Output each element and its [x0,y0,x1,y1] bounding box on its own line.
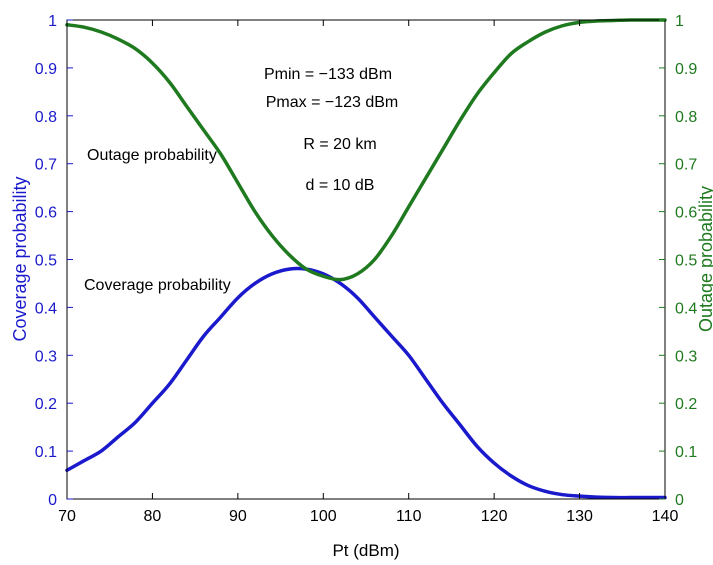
outage-curve-label: Outage probability [87,147,217,164]
x-tick-label: 90 [229,508,247,525]
left-tick-label: 0.5 [35,253,57,270]
right-tick-label: 0.5 [675,253,697,270]
left-tick-label: 0.9 [35,61,57,78]
left-tick-label: 0.8 [35,109,57,126]
annotation-pmax: Pmax = −123 dBm [266,94,399,111]
right-tick-label: 0.8 [675,109,697,126]
annotation-radius: R = 20 km [303,136,376,153]
left-tick-label: 1 [48,13,57,30]
x-tick-label: 140 [652,508,679,525]
right-tick-label: 0 [675,492,684,509]
right-axis-label: Outage probability [696,186,713,332]
right-axis-ticks: 0 0.1 0.2 0.3 0.4 0.5 0.6 0.7 0.8 0.9 1 [659,13,697,509]
x-tick-label: 130 [566,508,593,525]
x-tick-label: 120 [481,508,508,525]
left-tick-label: 0 [48,492,57,509]
right-tick-label: 0.9 [675,61,697,78]
left-tick-label: 0.6 [35,205,57,222]
left-axis-label: Coverage probability [10,176,30,341]
x-axis-ticks: 70 80 90 100 110 120 130 140 [58,20,678,525]
x-tick-label: 110 [396,508,422,525]
left-tick-label: 0.4 [35,300,57,317]
coverage-curve-label: Coverage probability [84,277,231,294]
right-tick-label: 0.2 [675,396,697,413]
right-tick-label: 0.7 [675,157,697,174]
right-tick-label: 0.3 [675,348,697,365]
left-tick-label: 0.3 [35,348,57,365]
outage-probability-line [65,18,667,282]
x-axis-label: Pt (dBm) [332,541,399,560]
left-axis-ticks: 0 0.1 0.2 0.3 0.4 0.5 0.6 0.7 0.8 0.9 1 [35,13,73,509]
right-tick-label: 0.1 [675,444,697,461]
left-tick-label: 0.2 [35,396,57,413]
x-tick-label: 100 [310,508,337,525]
right-tick-label: 0.6 [675,205,697,222]
x-tick-label: 80 [144,508,162,525]
right-tick-label: 1 [675,13,684,30]
x-tick-label: 70 [58,508,76,525]
left-tick-label: 0.7 [35,157,57,174]
right-tick-label: 0.4 [675,300,697,317]
curves-layer [65,18,667,500]
annotation-pmin: Pmin = −133 dBm [264,66,392,83]
left-tick-label: 0.1 [35,444,57,461]
annotation-d: d = 10 dB [306,177,375,194]
coverage-probability-line [65,266,667,500]
